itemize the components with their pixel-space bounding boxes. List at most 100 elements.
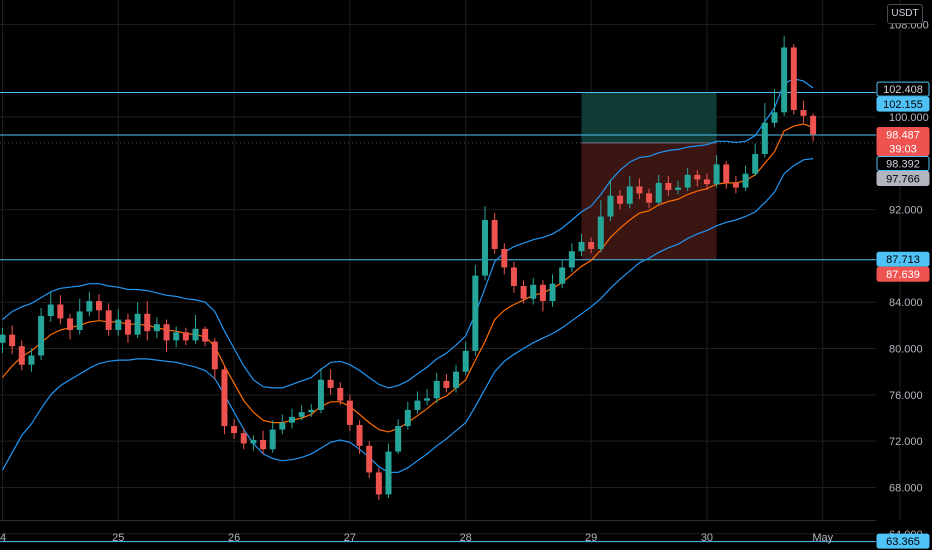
candle-body [491, 220, 498, 249]
candle-body [250, 440, 257, 444]
candle-body [781, 47, 788, 113]
candle-body [655, 182, 662, 203]
price-tag-box [876, 170, 930, 186]
candle-body [260, 440, 267, 450]
candle-body [539, 284, 546, 302]
candle-body [28, 355, 35, 365]
candle-body [588, 242, 595, 249]
candle-body [356, 424, 363, 446]
horizontal-lines[interactable] [0, 91, 876, 543]
candle-body [433, 380, 440, 399]
candle-body [173, 332, 180, 341]
bar-countdown-label: 39:03 [889, 143, 917, 155]
candle-body [163, 324, 170, 341]
price-tick-label: 84.000 [889, 297, 923, 309]
price-tag-box [876, 533, 930, 549]
candle-body [665, 182, 672, 190]
price-tag-label: 98.487 [886, 129, 920, 141]
band-lower-line [1, 158, 814, 473]
time-tick-label: 29 [585, 532, 597, 544]
candle-body [337, 387, 344, 401]
candle-body [385, 451, 392, 495]
time-tick-label: 27 [344, 532, 356, 544]
price-tag-label: 102.155 [883, 99, 923, 111]
candle-body [289, 416, 295, 423]
time-axis[interactable]: 4252627282930May15:00 [0, 520, 914, 545]
time-tick-label: 26 [228, 532, 240, 544]
candle-body [47, 304, 54, 317]
price-tag-label: 87.713 [886, 254, 920, 266]
candle-body [144, 313, 151, 332]
price-tag-box [876, 155, 930, 171]
price-tag-label: 87.639 [886, 269, 920, 281]
candle-body [96, 301, 102, 311]
candle-body [38, 316, 45, 356]
candle-body [703, 179, 710, 185]
candle-body [395, 426, 402, 452]
candlesticks[interactable] [0, 35, 817, 501]
candle-body [0, 334, 6, 343]
time-tick-label: 25 [112, 532, 124, 544]
candle-body [723, 164, 730, 183]
candle-body [761, 122, 768, 154]
candle-body [675, 187, 681, 190]
candle-body [713, 164, 720, 185]
price-tag-box [876, 81, 930, 97]
candle-body [366, 445, 373, 473]
candle-body [231, 426, 238, 434]
candle-body [607, 195, 614, 217]
currency-label[interactable]: USDT [887, 4, 923, 24]
candle-body [105, 310, 112, 330]
candle-body [192, 328, 199, 341]
candle-body [18, 346, 25, 365]
candle-body [482, 220, 488, 276]
candle-body [462, 350, 469, 372]
candle-body [549, 283, 556, 302]
candle-body [626, 186, 633, 204]
price-tags: 102.408 102.155 98.487 39:03 98.392 97.766 87.… [876, 81, 930, 549]
candle-body [520, 286, 527, 299]
candle-body [211, 341, 218, 370]
price-tick-label: 80.000 [889, 344, 923, 356]
candle-body [472, 275, 479, 351]
price-tick-label: 72.000 [889, 436, 923, 448]
candle-body [182, 332, 189, 341]
candle-body [742, 173, 749, 188]
price-tag-label: 97.766 [886, 173, 920, 185]
time-tick-label: May [812, 532, 833, 544]
candle-body [124, 319, 131, 335]
candle-body [9, 334, 16, 347]
candle-body [67, 318, 74, 330]
candle-body [279, 422, 286, 430]
candle-body [501, 248, 508, 268]
candle-body [404, 409, 411, 427]
position-zones[interactable] [581, 91, 717, 260]
candle-body [800, 110, 807, 116]
candle-body [57, 304, 64, 319]
time-tick-label: 28 [460, 532, 472, 544]
candle-body [134, 313, 141, 335]
candle-body [375, 472, 382, 495]
price-tick-label: 76.000 [889, 390, 923, 402]
candle-body [568, 251, 575, 268]
candle-body [646, 193, 653, 203]
candle-body [684, 174, 691, 188]
candle-body [559, 267, 566, 284]
candle-body [269, 429, 276, 450]
price-tag-box [876, 96, 930, 112]
price-tick-label: 92.000 [889, 205, 923, 217]
candle-body [86, 301, 93, 312]
candle-body [317, 379, 324, 410]
candle-body [453, 371, 460, 388]
candle-body [578, 242, 585, 252]
candle-body [636, 186, 643, 194]
candle-body [597, 216, 604, 249]
time-tick-label: 30 [701, 532, 713, 544]
price-tag-box [876, 251, 930, 267]
candle-body [76, 311, 83, 330]
candle-body [771, 112, 778, 123]
candle-body [810, 115, 817, 135]
candle-body [752, 154, 759, 174]
candle-body [346, 400, 353, 425]
